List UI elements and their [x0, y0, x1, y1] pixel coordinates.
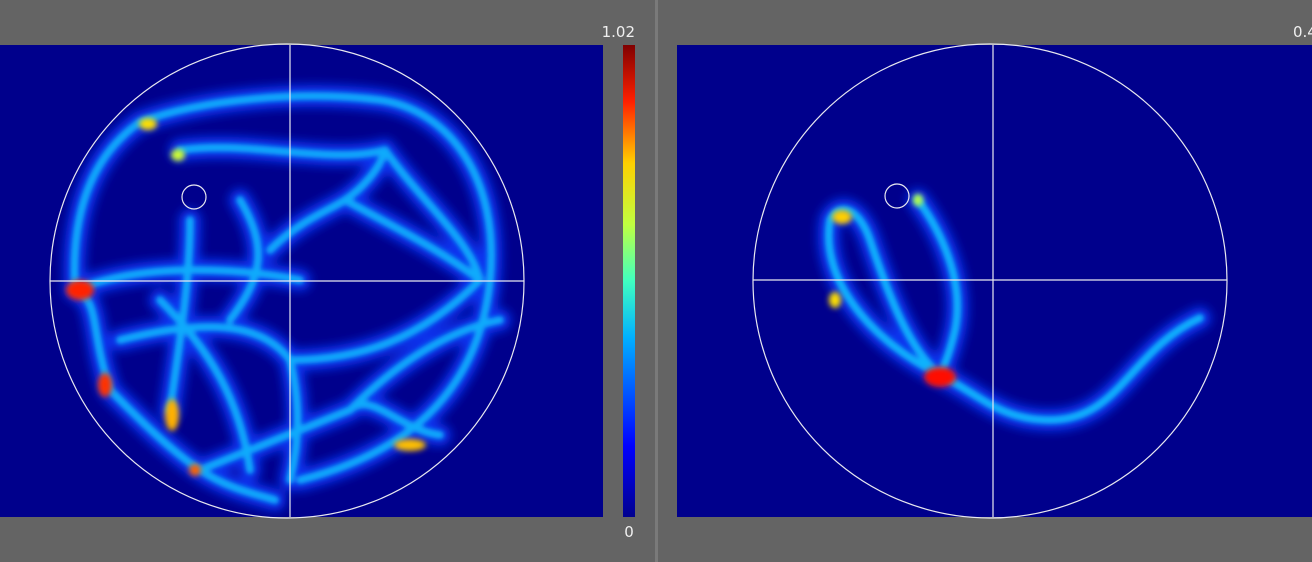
- platform: [884, 183, 910, 209]
- colorbar-max: 0.4: [1293, 23, 1312, 41]
- heat-tracks: [817, 189, 1211, 431]
- pool-outline: [752, 43, 1228, 519]
- right-panel: 0.4: [677, 23, 1312, 519]
- left-panel: 1.02 0: [0, 23, 635, 541]
- heatmap-bg: [677, 45, 1312, 517]
- platform: [181, 184, 207, 210]
- colorbar: [623, 45, 635, 517]
- divider: [655, 0, 658, 562]
- colorbar-max: 1.02: [602, 23, 635, 41]
- heat-tracks: [63, 85, 511, 511]
- colorbar-min: 0: [624, 523, 634, 541]
